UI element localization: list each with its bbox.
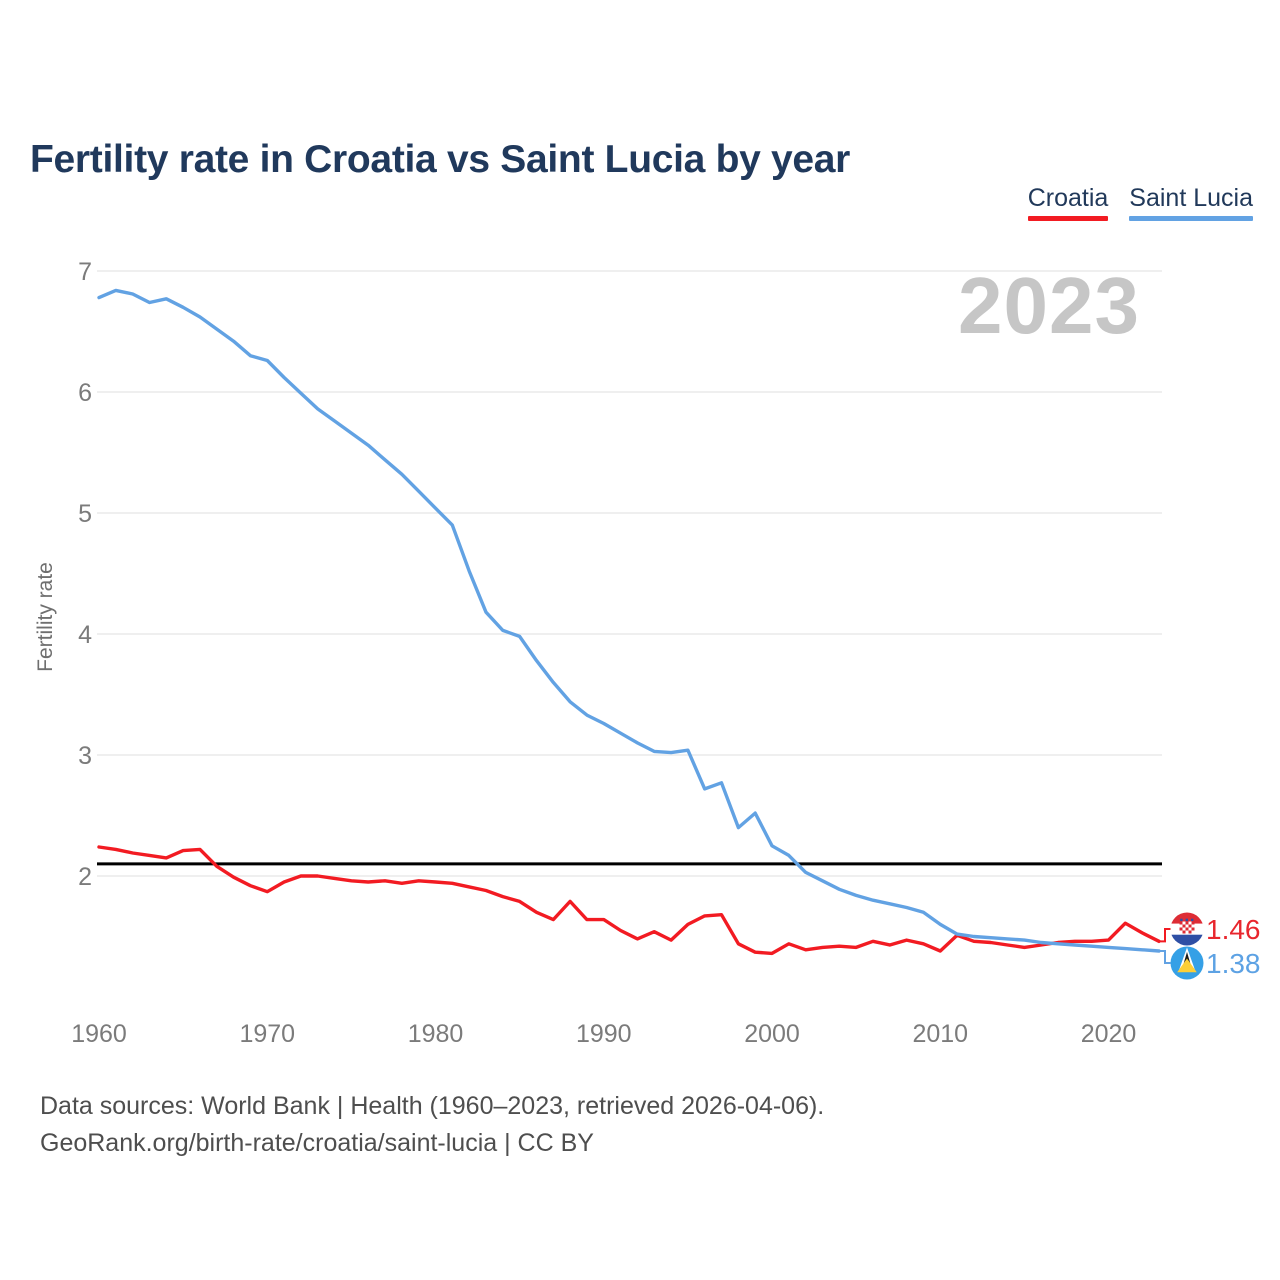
y-axis-label: Fertility rate	[34, 562, 57, 672]
end-connector	[1159, 950, 1171, 964]
chart-layer: 2 3 4 5 6 7 1960 1970 1980 1990 2000 2010 2020	[71, 258, 1171, 1048]
x-tick-label: 2020	[1081, 1020, 1137, 1048]
x-tick-label: 1970	[239, 1020, 295, 1048]
flag-layer	[1170, 912, 1204, 980]
x-tick-label: 1980	[408, 1020, 464, 1048]
y-tick-label: 6	[78, 379, 92, 407]
x-tick-label: 1960	[71, 1020, 127, 1048]
legend-label-croatia: Croatia	[1027, 184, 1109, 212]
saint-lucia-flag-icon	[1170, 946, 1204, 980]
croatia-flag-icon	[1170, 912, 1204, 946]
y-tick-label: 4	[78, 621, 92, 649]
legend-item-croatia[interactable]: Croatia	[1027, 184, 1109, 221]
year-watermark: 2023	[958, 261, 1140, 350]
saint-lucia-end-value: 1.38	[1206, 948, 1261, 979]
legend-underline-croatia	[1027, 216, 1109, 221]
x-tick-label: 2010	[912, 1020, 968, 1048]
legend-label-saint-lucia: Saint Lucia	[1129, 184, 1253, 212]
croatia-end-value: 1.46	[1206, 914, 1261, 945]
y-tick-label: 3	[78, 742, 92, 770]
series-line-saint-lucia	[97, 288, 1161, 953]
x-tick-label: 1990	[576, 1020, 632, 1048]
y-tick-label: 7	[78, 258, 92, 286]
footer-data-sources: Data sources: World Bank | Health (1960–…	[40, 1092, 825, 1120]
page-title: Fertility rate in Croatia vs Saint Lucia…	[30, 138, 851, 182]
legend-underline-saint-lucia	[1129, 216, 1253, 221]
legend: Croatia Saint Lucia	[1027, 184, 1253, 221]
x-tick-label: 2000	[744, 1020, 800, 1048]
footer: Data sources: World Bank | Health (1960–…	[40, 1088, 824, 1162]
footer-attribution: GeoRank.org/birth-rate/croatia/saint-luc…	[40, 1129, 594, 1157]
end-connector	[1159, 928, 1171, 943]
y-tick-label: 5	[78, 500, 92, 528]
legend-item-saint-lucia[interactable]: Saint Lucia	[1129, 184, 1253, 221]
y-tick-label: 2	[78, 863, 92, 891]
series-line-croatia	[97, 845, 1161, 956]
